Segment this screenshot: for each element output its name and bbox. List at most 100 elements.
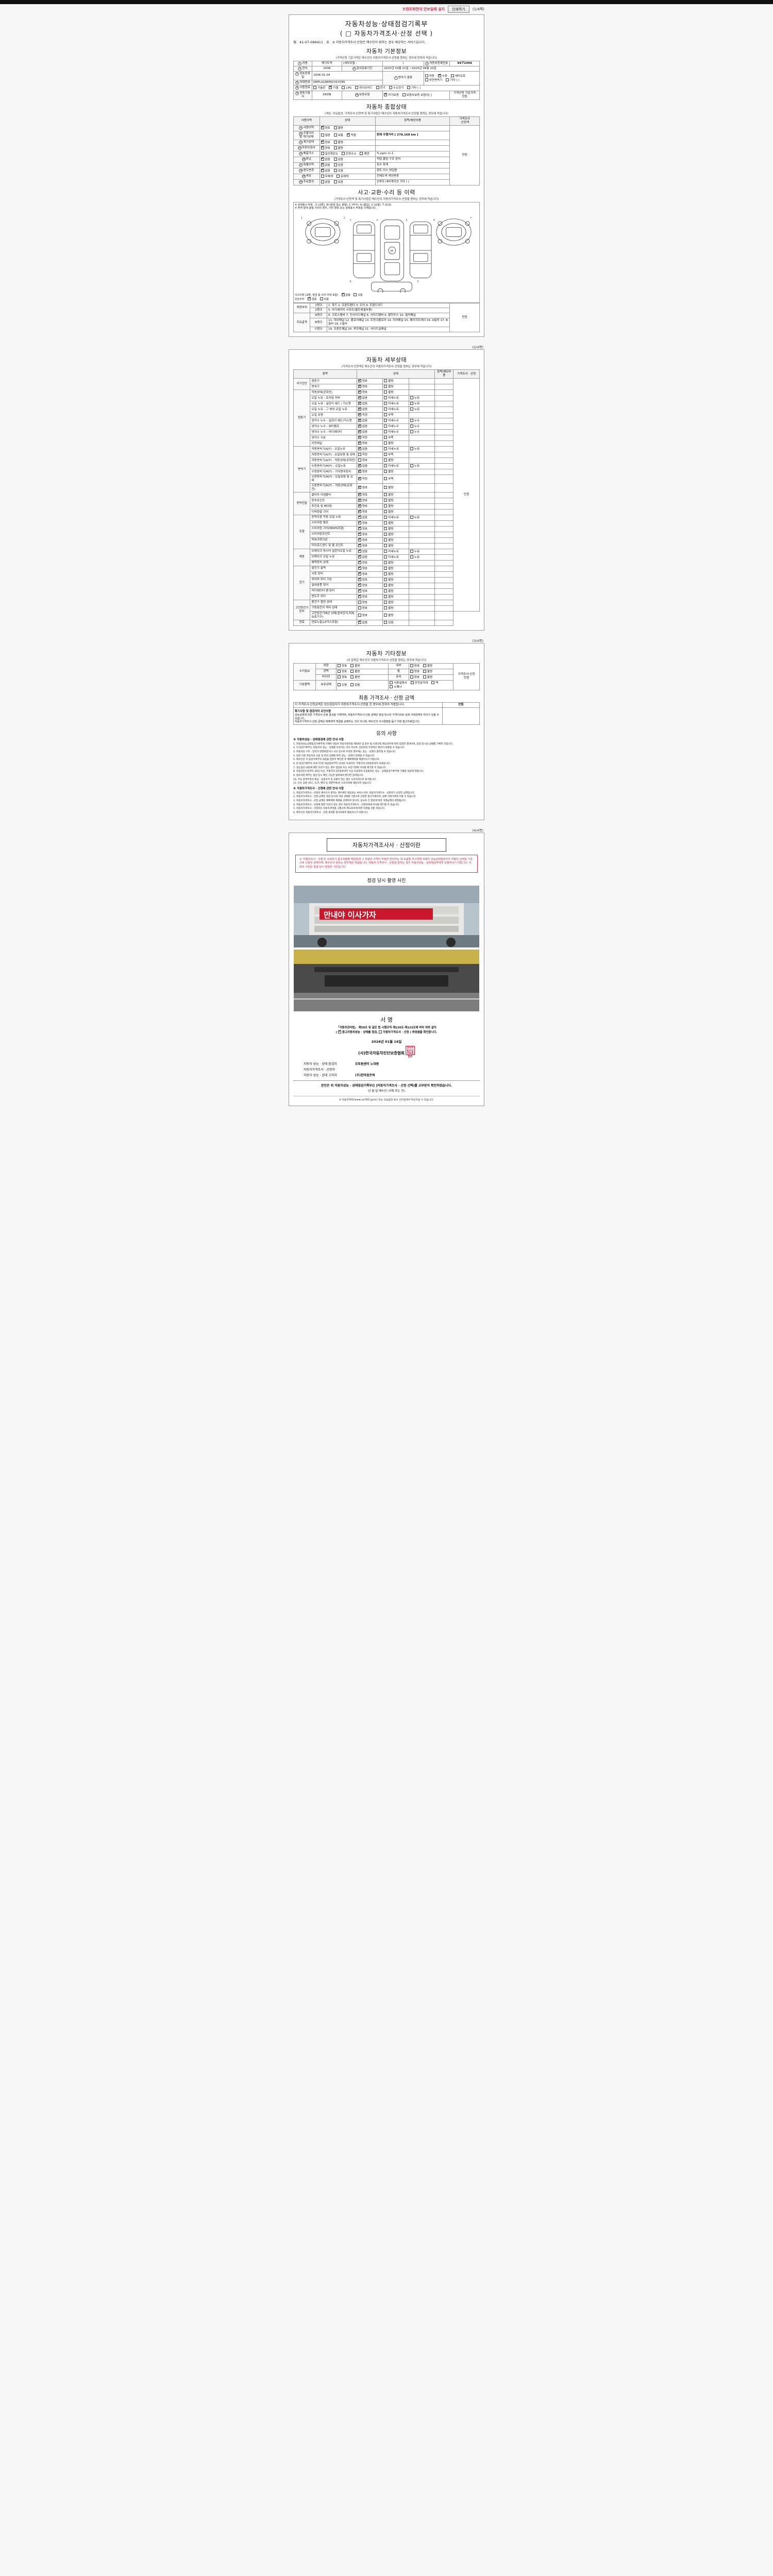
checkbox-icon[interactable] xyxy=(358,600,361,604)
state-option[interactable]: 많음 xyxy=(321,133,330,138)
opt-cell[interactable]: 양호 xyxy=(356,384,383,391)
opt-cell[interactable]: 누유 xyxy=(408,395,435,402)
warranty-option[interactable]: 보험사보증 보험사[ ] xyxy=(402,93,432,97)
opt-cell[interactable]: 부족 xyxy=(382,474,409,484)
checkbox-icon[interactable] xyxy=(358,485,361,489)
checkbox-icon[interactable] xyxy=(389,86,392,89)
opt-cell[interactable]: 불량 xyxy=(382,531,409,538)
checkbox-icon[interactable] xyxy=(358,453,361,456)
opt-cell[interactable]: 누유 xyxy=(408,406,435,413)
checkbox-icon[interactable] xyxy=(384,606,388,609)
checkbox-icon[interactable] xyxy=(308,296,311,300)
opt-cell[interactable]: 부족 xyxy=(382,452,409,459)
checkbox-icon[interactable] xyxy=(384,430,388,434)
state-option[interactable]: 없음 xyxy=(321,162,330,167)
fuel-option[interactable]: 하이브리드 xyxy=(355,86,373,90)
checkbox-icon[interactable] xyxy=(384,515,388,519)
checkbox-icon[interactable] xyxy=(350,683,354,686)
trans-option[interactable]: 기타 ( ) xyxy=(446,78,459,82)
checkbox-icon[interactable] xyxy=(338,675,341,679)
opt-cell[interactable]: 미세누유 xyxy=(382,401,409,408)
checkbox-icon[interactable] xyxy=(350,664,354,667)
checkbox-icon[interactable] xyxy=(333,126,337,129)
checkbox-icon[interactable] xyxy=(358,613,361,617)
checkbox-icon[interactable] xyxy=(410,664,413,667)
checkbox-icon[interactable] xyxy=(384,402,388,405)
checkbox-icon[interactable] xyxy=(338,683,341,686)
checkbox-icon[interactable] xyxy=(313,86,317,89)
fuel-option[interactable]: LPG xyxy=(342,86,351,90)
opt-cell[interactable]: 불량 xyxy=(382,611,409,620)
opt-cell[interactable]: 불량 xyxy=(382,483,409,493)
checkbox-icon[interactable] xyxy=(321,145,324,149)
checkbox-icon[interactable] xyxy=(431,681,435,684)
opt-cell[interactable]: 불량 xyxy=(382,526,409,532)
checkbox-icon[interactable] xyxy=(321,151,324,155)
opt-cell[interactable]: 불량 xyxy=(382,440,409,447)
checkbox-icon[interactable] xyxy=(384,521,388,524)
opt-cell[interactable]: 불량 xyxy=(382,605,409,612)
opt-cell[interactable]: 양호 xyxy=(356,560,383,566)
opt-cell[interactable]: 누수 xyxy=(408,418,435,425)
opt-cell[interactable]: 양호 xyxy=(356,483,383,493)
checkbox-icon[interactable] xyxy=(358,390,361,394)
checkbox-icon[interactable] xyxy=(410,419,413,422)
checkbox-icon[interactable] xyxy=(410,464,413,468)
state-option[interactable]: 있음 xyxy=(333,163,343,167)
checkbox-icon[interactable] xyxy=(384,447,388,451)
opt-cell[interactable]: 양호 xyxy=(356,605,383,612)
checkbox-icon[interactable] xyxy=(350,669,354,673)
checkbox-icon[interactable] xyxy=(355,86,359,89)
opt-cell[interactable]: 양호 xyxy=(356,440,383,447)
checkbox-icon[interactable] xyxy=(333,140,337,144)
checkbox-icon[interactable] xyxy=(321,180,324,183)
checkbox-icon[interactable] xyxy=(410,555,413,558)
opt-cell[interactable]: 불량 xyxy=(382,560,409,566)
opt-cell[interactable]: 양호 xyxy=(356,498,383,504)
state-option[interactable]: 불량 xyxy=(333,146,343,150)
opt-cell[interactable]: 불량 xyxy=(382,543,409,549)
checkbox-icon[interactable] xyxy=(358,606,361,609)
state-option[interactable]: 무채색 xyxy=(321,174,333,179)
checkbox-icon[interactable] xyxy=(384,92,387,96)
checkbox-icon[interactable] xyxy=(384,493,388,497)
opt-cell[interactable]: 미세누수 xyxy=(382,423,409,430)
checkbox-icon[interactable] xyxy=(384,595,388,598)
checkbox-icon[interactable] xyxy=(333,146,337,149)
state-option[interactable]: 양호 xyxy=(321,145,330,150)
opt-cell[interactable]: 누수 xyxy=(408,423,435,430)
checkbox-icon[interactable] xyxy=(321,133,324,137)
etc-option[interactable]: 안전삼각대 xyxy=(410,681,428,685)
checkbox-icon[interactable] xyxy=(358,515,361,519)
checkbox-icon[interactable] xyxy=(423,669,426,673)
opt-cell[interactable]: 미세누유 xyxy=(382,554,409,561)
opt-cell[interactable]: 적정 xyxy=(356,452,383,459)
checkbox-icon[interactable] xyxy=(384,544,388,547)
checkbox-icon[interactable] xyxy=(358,554,361,558)
opt-cell[interactable]: 양호 xyxy=(356,509,383,515)
etc-option[interactable]: 불량 xyxy=(350,664,360,668)
checkbox-icon[interactable] xyxy=(358,526,361,530)
opt-cell[interactable]: 없음 xyxy=(356,401,383,408)
state-option[interactable]: 있음 xyxy=(333,157,343,162)
opt-cell[interactable]: 있음 xyxy=(382,619,409,626)
opt-cell[interactable]: 양호 xyxy=(356,469,383,476)
checkbox-icon[interactable] xyxy=(358,424,361,428)
opt-cell[interactable]: 부족 xyxy=(382,435,409,442)
checkbox-icon[interactable] xyxy=(342,86,345,89)
checkbox-icon[interactable] xyxy=(358,594,361,598)
checkbox-icon[interactable] xyxy=(402,93,406,96)
opt-cell[interactable]: 양호 xyxy=(356,492,383,499)
checkbox-icon[interactable] xyxy=(384,408,388,411)
checkbox-icon[interactable] xyxy=(358,498,361,502)
etc-option[interactable]: 양호 xyxy=(338,664,347,668)
checkbox-icon[interactable] xyxy=(341,292,345,296)
opt-cell[interactable]: 양호 xyxy=(356,457,383,464)
accident-history-none[interactable]: 없음 xyxy=(341,292,350,297)
etc-option[interactable]: 있음 xyxy=(338,683,347,687)
checkbox-icon[interactable] xyxy=(358,435,361,439)
opt-cell[interactable]: 누유 xyxy=(408,554,435,561)
checkbox-icon[interactable] xyxy=(358,384,361,388)
trans-option[interactable]: 무단변속기 xyxy=(425,78,442,82)
checkbox-icon[interactable] xyxy=(358,537,361,541)
